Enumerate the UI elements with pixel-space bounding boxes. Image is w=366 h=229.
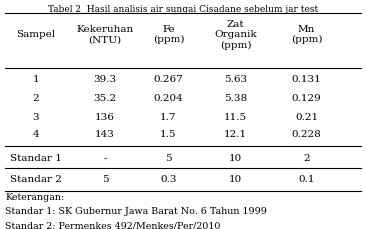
Text: Kekeruhan
(NTU): Kekeruhan (NTU) [76,25,134,44]
Text: 136: 136 [95,112,115,121]
Text: 3: 3 [33,112,39,121]
Text: 0.131: 0.131 [292,75,321,84]
Text: Zat
Organik
(ppm): Zat Organik (ppm) [214,20,257,49]
Text: Standar 2: Permenkes 492/Menkes/Per/2010: Standar 2: Permenkes 492/Menkes/Per/2010 [5,221,220,229]
Text: 5: 5 [102,174,108,183]
Text: 39.3: 39.3 [93,75,116,84]
Text: 10: 10 [229,174,242,183]
Text: 0.21: 0.21 [295,112,318,121]
Text: Fe
(ppm): Fe (ppm) [153,25,184,44]
Text: Standar 2: Standar 2 [10,174,62,183]
Text: 1.7: 1.7 [160,112,177,121]
Text: 0.267: 0.267 [154,75,183,84]
Text: 0.129: 0.129 [292,93,321,103]
Text: Keterangan:: Keterangan: [5,192,64,201]
Text: 2: 2 [33,93,39,103]
Text: Sampel: Sampel [16,30,56,39]
Text: 11.5: 11.5 [224,112,247,121]
Text: 5.63: 5.63 [224,75,247,84]
Text: 143: 143 [95,130,115,139]
Text: 5.38: 5.38 [224,93,247,103]
Text: Tabel 2  Hasil analisis air sungai Cisadane sebelum jar test: Tabel 2 Hasil analisis air sungai Cisada… [48,5,318,14]
Text: 1: 1 [33,75,39,84]
Text: 1.5: 1.5 [160,130,177,139]
Text: Standar 1: SK Gubernur Jawa Barat No. 6 Tahun 1999: Standar 1: SK Gubernur Jawa Barat No. 6 … [5,206,267,215]
Text: 12.1: 12.1 [224,130,247,139]
Text: 0.1: 0.1 [298,174,315,183]
Text: Mn
(ppm): Mn (ppm) [291,25,322,44]
Text: -: - [103,153,107,162]
Text: 35.2: 35.2 [93,93,116,103]
Text: 4: 4 [33,130,39,139]
Text: 0.204: 0.204 [154,93,183,103]
Text: 0.3: 0.3 [160,174,177,183]
Text: 10: 10 [229,153,242,162]
Text: 2: 2 [303,153,310,162]
Text: 0.228: 0.228 [292,130,321,139]
Text: Standar 1: Standar 1 [10,153,62,162]
Text: 5: 5 [165,153,172,162]
